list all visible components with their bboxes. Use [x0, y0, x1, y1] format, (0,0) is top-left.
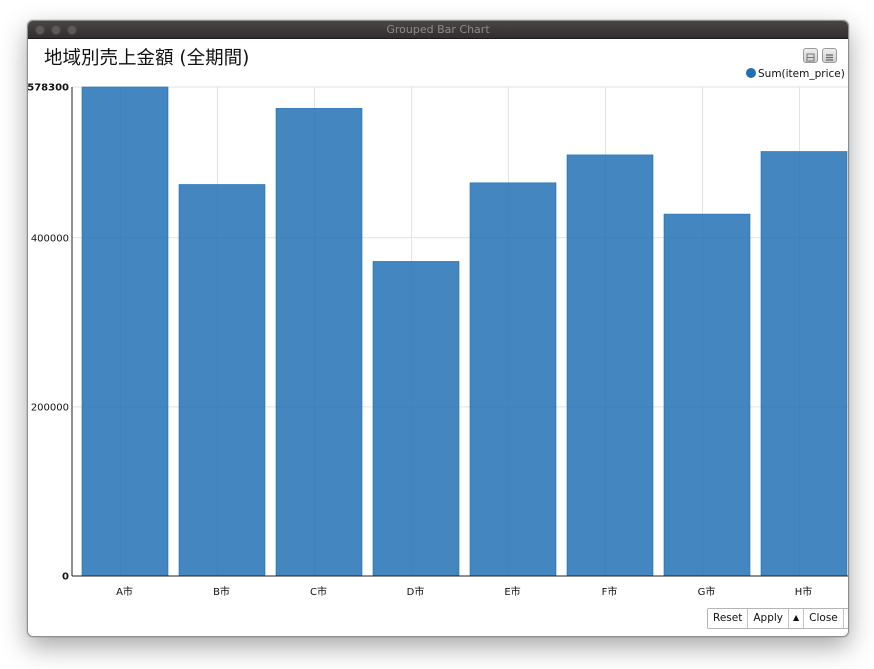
- control-bar: Reset Apply ▲ Close ▲: [707, 608, 849, 629]
- bar-B市: [178, 184, 266, 577]
- close-options-arrow-icon[interactable]: ▲: [844, 609, 849, 628]
- x-tick-label: A市: [116, 585, 133, 598]
- x-tick-label: H市: [795, 585, 813, 598]
- y-tick-label: 400000: [31, 233, 69, 244]
- legend[interactable]: Sum(item_price): [746, 68, 845, 82]
- bar-G市: [663, 213, 751, 577]
- y-tick-label: 578300: [28, 83, 69, 94]
- x-tick-label: F市: [602, 585, 618, 598]
- bar-D市: [372, 261, 460, 577]
- bar-C市: [275, 108, 363, 577]
- bar-H市: [760, 151, 848, 577]
- bar-E市: [469, 182, 557, 577]
- legend-label: Sum(item_price): [758, 68, 845, 80]
- y-tick-label: 200000: [31, 402, 69, 413]
- legend-swatch: [746, 68, 756, 78]
- minimize-window-icon[interactable]: [51, 25, 61, 35]
- y-tick-label: 0: [62, 572, 69, 583]
- apply-options-arrow-icon[interactable]: ▲: [789, 609, 805, 628]
- zoom-window-icon[interactable]: [67, 25, 77, 35]
- reset-button[interactable]: Reset: [708, 609, 749, 628]
- x-tick-label: B市: [213, 585, 230, 598]
- window-title: Grouped Bar Chart: [386, 23, 490, 36]
- chart-window: Grouped Bar Chart 地域別売上金額 (全期間) Sum(item…: [27, 20, 849, 637]
- close-button[interactable]: Close: [804, 609, 844, 628]
- x-tick-label: G市: [698, 585, 716, 598]
- bar-F市: [566, 154, 654, 577]
- x-tick-label: C市: [310, 585, 327, 598]
- bar-chart-plot: 0 200000 400000 578300 A市 B市 C市 D市 E市 F市 G市 H市: [28, 83, 848, 598]
- bar-A市: [81, 86, 169, 577]
- title-bar[interactable]: Grouped Bar Chart: [28, 21, 848, 39]
- minimize-panel-icon[interactable]: [803, 48, 818, 63]
- chart-title: 地域別売上金額 (全期間): [44, 48, 250, 69]
- menu-icon[interactable]: [822, 48, 837, 63]
- x-tick-label: D市: [407, 585, 425, 598]
- apply-button[interactable]: Apply: [748, 609, 789, 628]
- close-window-icon[interactable]: [35, 25, 45, 35]
- x-tick-label: E市: [504, 585, 520, 598]
